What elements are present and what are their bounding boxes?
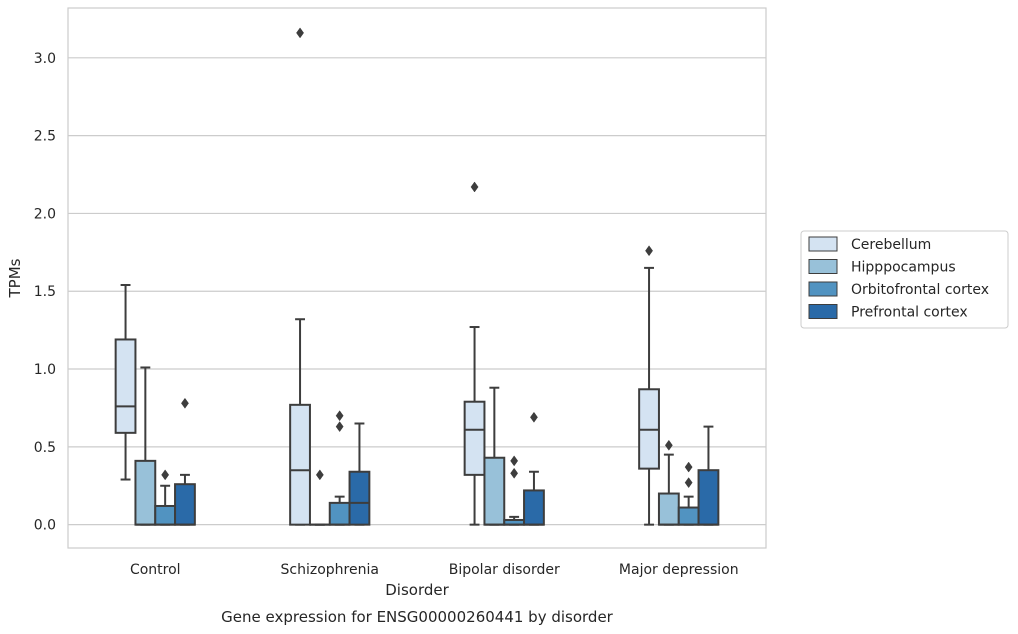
- x-tick-label: Schizophrenia: [281, 562, 379, 578]
- outlier-marker: [296, 27, 304, 39]
- box-body: [328, 501, 351, 526]
- box-3-1: [348, 422, 371, 526]
- y-tick-label: 3.0: [34, 51, 56, 67]
- box-1-2: [483, 386, 506, 526]
- legend-frame: [800, 230, 1009, 329]
- box-body: [154, 504, 177, 526]
- box-body: [114, 338, 137, 434]
- outlier-marker: [510, 455, 519, 467]
- legend-label: Orbitofrontal cortex: [851, 282, 989, 298]
- boxes-layer: [114, 27, 720, 526]
- legend-label: Prefrontal cortex: [851, 305, 968, 321]
- outlier-marker: [335, 410, 344, 422]
- outlier-marker: [645, 245, 653, 257]
- box-0-1: [289, 27, 311, 526]
- legend-swatch: [808, 236, 838, 252]
- box-1-3: [657, 439, 680, 526]
- legend-label: Cerebellum: [851, 237, 931, 253]
- box-body: [483, 456, 506, 526]
- box-3-0: [174, 397, 196, 526]
- outlier-marker: [315, 469, 324, 481]
- box-body: [677, 506, 700, 526]
- chart-caption: Gene expression for ENSG00000260441 by d…: [221, 608, 614, 626]
- box-body: [523, 489, 545, 526]
- box-3-3: [697, 425, 720, 526]
- y-tick-labels: 0.0 0.5 1.0 1.5 2.0 2.5 3.0: [34, 51, 56, 534]
- grid-lines: [68, 57, 766, 526]
- box-0-2: [463, 181, 486, 526]
- outlier-marker: [530, 411, 538, 423]
- box-1-0: [134, 366, 157, 526]
- x-tick-label: Control: [130, 562, 181, 578]
- outlier-marker: [181, 397, 189, 409]
- box-body: [463, 400, 486, 476]
- outlier-marker: [335, 421, 344, 433]
- y-tick-label: 0.5: [34, 440, 56, 456]
- x-tick-labels: Control Schizophrenia Bipolar disorder Majo…: [130, 562, 739, 578]
- box-0-3: [638, 245, 660, 526]
- outlier-marker: [684, 477, 693, 489]
- outlier-marker: [470, 181, 479, 193]
- box-0-0: [114, 284, 137, 481]
- box-3-2: [523, 411, 545, 526]
- outlier-marker: [510, 467, 519, 479]
- legend-swatch: [808, 259, 838, 274]
- y-tick-label: 1.5: [34, 284, 56, 300]
- box-body: [348, 470, 371, 526]
- box-body: [174, 483, 196, 526]
- plot-frame: [67, 7, 767, 549]
- box-2-1: [328, 410, 351, 526]
- box-body: [289, 403, 311, 526]
- outlier-marker: [161, 469, 170, 481]
- x-axis-label: Disorder: [385, 581, 449, 599]
- box-2-0: [154, 469, 177, 526]
- y-tick-label: 2.5: [34, 129, 56, 145]
- box-body: [134, 459, 157, 526]
- y-tick-label: 2.0: [34, 206, 56, 222]
- outlier-marker: [684, 461, 693, 473]
- legend-swatch: [808, 281, 838, 297]
- box-body: [657, 492, 680, 526]
- y-axis-label: TPMs: [6, 258, 24, 298]
- y-tick-label: 1.0: [34, 362, 56, 378]
- legend-swatch: [808, 304, 838, 319]
- x-tick-label: Bipolar disorder: [449, 562, 560, 578]
- legend: Cerebellum Hipppocampus Orbitofrontal cort…: [800, 230, 1009, 329]
- box-body: [697, 469, 720, 526]
- y-tick-label: 0.0: [34, 518, 56, 534]
- x-tick-label: Major depression: [619, 562, 739, 578]
- legend-label: Hipppocampus: [851, 260, 956, 276]
- outlier-marker: [664, 439, 673, 451]
